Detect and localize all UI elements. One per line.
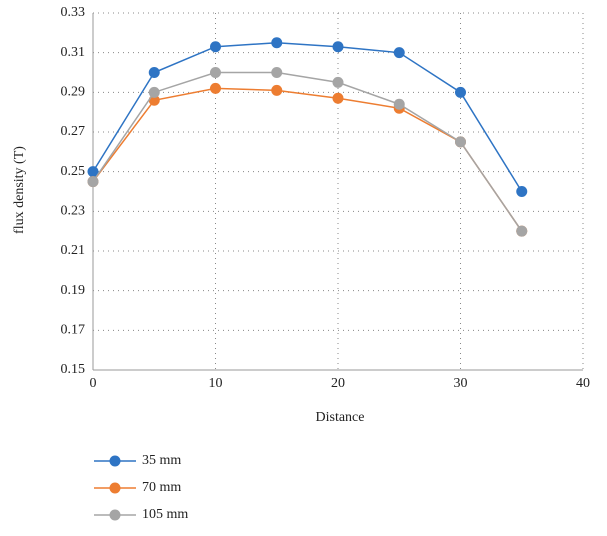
y-tick-label: 0.23 (61, 204, 86, 219)
point (516, 225, 528, 237)
y-tick-label: 0.31 (61, 45, 86, 60)
point (271, 67, 283, 78)
point (271, 37, 283, 49)
x-axis-label: Distance (316, 410, 365, 425)
y-tick-label: 0.25 (61, 164, 86, 179)
point (148, 86, 160, 98)
legend-marker (109, 455, 121, 467)
x-tick-label: 20 (331, 376, 345, 391)
legend-marker (109, 482, 121, 494)
point (210, 82, 221, 94)
x-tick-label: 40 (576, 376, 590, 391)
y-tick-label: 0.29 (61, 85, 86, 100)
y-tick-label: 0.15 (61, 362, 86, 377)
point (332, 76, 344, 88)
y-axis-label: flux density (T) (12, 146, 27, 234)
point (455, 86, 466, 98)
series-line (92, 71, 523, 232)
y-tick-label: 0.21 (61, 243, 86, 258)
legend-label: 35 mm (142, 453, 181, 468)
legend-label: 105 mm (142, 507, 188, 522)
legend-marker (109, 509, 121, 521)
point (210, 41, 221, 53)
y-tick-label: 0.27 (61, 124, 86, 139)
series-line (92, 41, 523, 192)
point (332, 41, 344, 53)
x-tick-label: 10 (209, 376, 223, 391)
y-tick-label: 0.19 (61, 283, 86, 298)
series-line (92, 87, 523, 232)
point (210, 67, 221, 78)
point (393, 98, 405, 110)
point (87, 176, 99, 188)
y-tick-label: 0.33 (61, 5, 86, 20)
point (455, 136, 466, 148)
point (148, 67, 160, 78)
point (332, 92, 344, 104)
point (271, 84, 283, 96)
point (87, 166, 99, 178)
y-tick-label: 0.17 (61, 323, 86, 338)
point (393, 47, 405, 59)
x-tick-label: 30 (454, 376, 468, 391)
legend-label: 70 mm (142, 480, 181, 495)
point (516, 186, 528, 197)
x-tick-label: 0 (90, 376, 97, 391)
